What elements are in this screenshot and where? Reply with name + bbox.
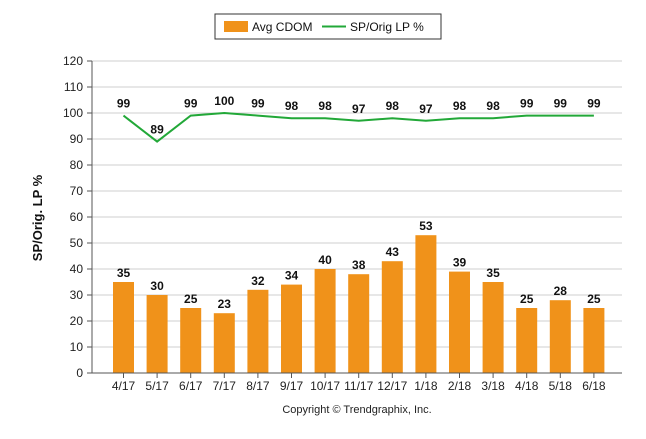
legend: Avg CDOM SP/Orig LP % bbox=[214, 13, 442, 40]
bar-value-label: 43 bbox=[386, 245, 400, 259]
line-value-label: 99 bbox=[587, 97, 601, 111]
data-labels: 35 30 25 23 32 34 40 38 43 53 39 35 25 28 25 99 89 99 100 9… bbox=[117, 94, 601, 311]
x-tick-label: 12/17 bbox=[377, 379, 407, 393]
line-value-label: 97 bbox=[352, 102, 366, 116]
x-tick-label: 11/17 bbox=[344, 379, 373, 393]
line-value-label: 100 bbox=[214, 94, 234, 108]
x-tick-label: 4/18 bbox=[515, 379, 539, 393]
line-value-label: 98 bbox=[386, 99, 400, 113]
x-tick-label: 7/17 bbox=[213, 379, 237, 393]
y-tick-label: 80 bbox=[70, 158, 84, 172]
line-series bbox=[122, 111, 594, 143]
bar bbox=[247, 289, 269, 373]
y-tick-label: 50 bbox=[70, 236, 84, 250]
y-tick-label: 60 bbox=[70, 210, 84, 224]
bar bbox=[449, 271, 470, 373]
bar-value-label: 35 bbox=[486, 266, 500, 280]
bar-value-label: 28 bbox=[554, 284, 568, 298]
y-tick-label: 0 bbox=[76, 366, 83, 380]
x-tick-label: 10/17 bbox=[310, 379, 340, 393]
bar-value-label: 53 bbox=[419, 219, 433, 233]
bar-value-label: 38 bbox=[352, 258, 366, 272]
x-tick-label: 6/17 bbox=[179, 379, 203, 393]
y-tick-label: 110 bbox=[64, 80, 83, 94]
bar-value-label: 23 bbox=[218, 297, 232, 311]
x-tick-label: 3/18 bbox=[481, 379, 505, 393]
y-tick-label: 40 bbox=[70, 262, 84, 276]
bar bbox=[381, 261, 403, 373]
x-tick-label: 5/17 bbox=[145, 379, 169, 393]
legend-swatch-avg-cdom bbox=[224, 21, 248, 32]
line-value-label: 97 bbox=[419, 102, 433, 116]
bar bbox=[583, 308, 605, 373]
line-value-label: 99 bbox=[184, 97, 198, 111]
bar-value-label: 25 bbox=[587, 292, 601, 306]
line-value-label: 89 bbox=[150, 123, 164, 137]
x-tick-label: 1/18 bbox=[414, 379, 438, 393]
y-tick-label: 10 bbox=[70, 340, 84, 354]
bar bbox=[113, 282, 134, 373]
bar-value-label: 25 bbox=[520, 292, 534, 306]
line-value-label: 98 bbox=[318, 99, 332, 113]
bar bbox=[516, 308, 538, 373]
y-tick-label: 120 bbox=[63, 54, 83, 68]
sp-orig-line bbox=[122, 111, 594, 143]
bar bbox=[213, 313, 235, 373]
y-tick-label: 70 bbox=[70, 184, 84, 198]
bars bbox=[113, 235, 605, 373]
y-tick-label: 90 bbox=[70, 132, 84, 146]
bar-value-label: 32 bbox=[251, 274, 265, 288]
axes: 0 10 20 30 40 50 60 70 80 90 100 110 120 4/17 5/17 6/17… bbox=[63, 54, 622, 393]
line-value-label: 99 bbox=[520, 97, 534, 111]
y-axis-title: SP/Orig. LP % bbox=[30, 174, 45, 261]
y-tick-label: 30 bbox=[70, 288, 84, 302]
bar-value-label: 35 bbox=[117, 266, 131, 280]
copyright-text: Copyright © Trendgraphix, Inc. bbox=[282, 404, 431, 416]
x-tick-label: 8/17 bbox=[246, 379, 270, 393]
line-value-label: 98 bbox=[453, 99, 467, 113]
y-tick-label: 100 bbox=[63, 106, 83, 120]
line-value-label: 99 bbox=[554, 97, 568, 111]
bar-value-label: 40 bbox=[318, 253, 332, 267]
x-tick-label: 9/17 bbox=[280, 379, 304, 393]
bar-value-label: 39 bbox=[453, 256, 467, 270]
bar-value-label: 34 bbox=[285, 269, 299, 283]
y-tick-label: 20 bbox=[70, 314, 84, 328]
bar bbox=[281, 284, 302, 373]
bar-value-label: 25 bbox=[184, 292, 198, 306]
line-value-label: 99 bbox=[251, 97, 265, 111]
bar bbox=[180, 308, 202, 373]
bar bbox=[348, 274, 370, 373]
bar-value-label: 30 bbox=[150, 279, 164, 293]
bar bbox=[146, 295, 168, 373]
bar bbox=[415, 235, 437, 373]
bar bbox=[314, 269, 336, 373]
x-tick-label: 5/18 bbox=[549, 379, 573, 393]
legend-label-avg-cdom: Avg CDOM bbox=[252, 20, 312, 34]
legend-label-sp-orig: SP/Orig LP % bbox=[350, 20, 424, 34]
x-tick-label: 6/18 bbox=[582, 379, 606, 393]
bar bbox=[482, 282, 504, 373]
line-value-label: 99 bbox=[117, 97, 131, 111]
x-tick-label: 2/18 bbox=[448, 379, 472, 393]
bar bbox=[549, 300, 571, 373]
line-value-label: 98 bbox=[486, 99, 500, 113]
x-tick-label: 4/17 bbox=[112, 379, 136, 393]
line-value-label: 98 bbox=[285, 99, 299, 113]
